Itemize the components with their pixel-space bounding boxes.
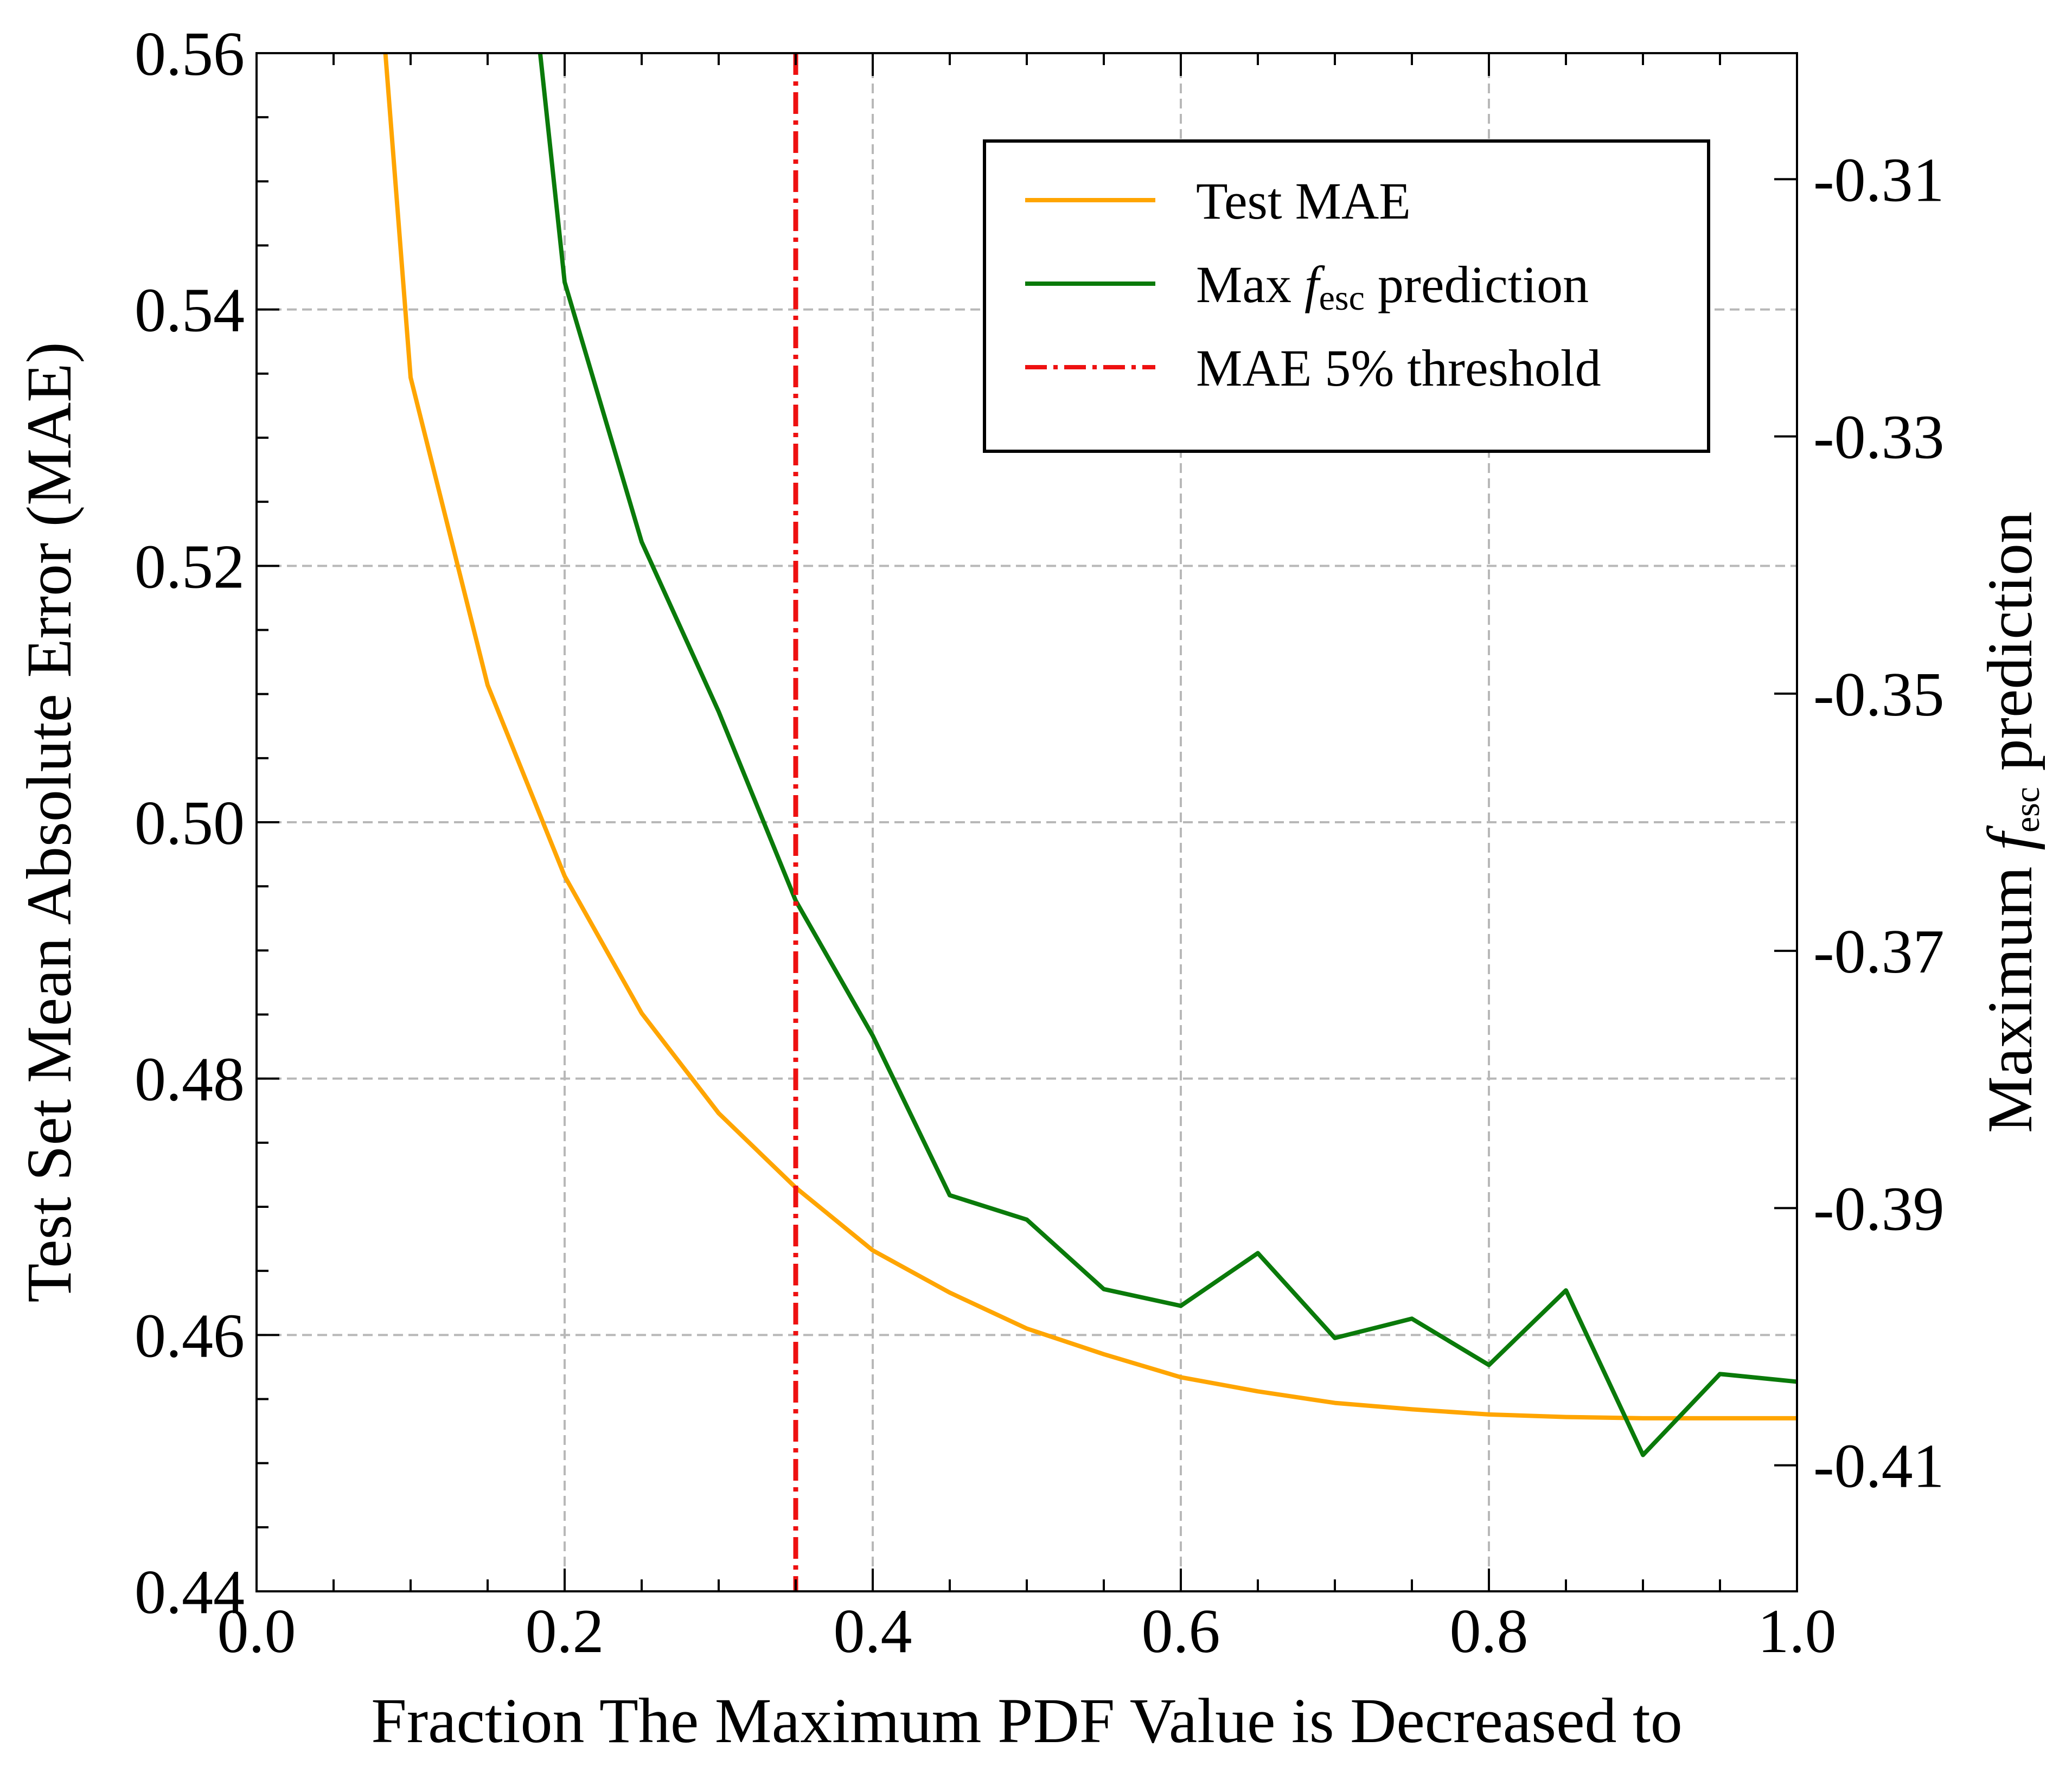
x-tick-label: 0.4 (834, 1597, 912, 1666)
y2-axis-label-part: prediction (1974, 511, 2045, 787)
x-tick-label: 1.0 (1758, 1597, 1837, 1666)
y2-tick-label: -0.37 (1813, 917, 1945, 987)
y2-axis-label-part: esc (2007, 787, 2047, 833)
y2-tick-label: -0.35 (1813, 660, 1945, 729)
legend-box (983, 139, 1710, 453)
y-tick-label: 0.56 (135, 20, 245, 89)
legend-label-part: prediction (1365, 255, 1589, 313)
legend: Test MAE Max fesc prediction MAE 5% thresh… (983, 139, 1710, 453)
y-tick-label: 0.50 (135, 789, 245, 858)
max-fesc-line (538, 53, 1797, 1457)
plot-lines (383, 53, 1797, 1591)
x-tick-label: 0.0 (218, 1597, 296, 1666)
x-tick-label: 0.6 (1142, 1597, 1220, 1666)
y2-axis-label: Maximum fesc prediction (1974, 511, 2047, 1133)
y-tick-label: 0.48 (135, 1045, 245, 1115)
x-axis-label: Fraction The Maximum PDF Value is Decrea… (371, 1685, 1683, 1756)
y2-tick-label: -0.39 (1813, 1174, 1945, 1244)
y-tick-label: 0.54 (135, 276, 245, 345)
legend-label-subscript: esc (1319, 278, 1365, 318)
y2-tick-label: -0.31 (1813, 145, 1945, 215)
y-tick-label: 0.52 (135, 532, 245, 601)
legend-label: Max fesc prediction (1196, 255, 1589, 318)
x-tick-label: 0.8 (1450, 1597, 1529, 1666)
y2-axis-label-part: Maximum (1974, 850, 2045, 1133)
gridlines (257, 53, 1797, 1591)
legend-label: Test MAE (1196, 172, 1411, 230)
test-mae-line (383, 53, 1797, 1420)
legend-label: MAE 5% threshold (1196, 339, 1601, 397)
y2-tick-label: -0.33 (1813, 403, 1945, 472)
y2-tick-label: -0.41 (1813, 1432, 1945, 1501)
y-tick-label: 0.44 (135, 1558, 245, 1627)
tick-labels: 0.0 0.2 0.4 0.6 0.8 1.0 0.44 0.46 0.48 0.50 0.52 0.… (135, 20, 1945, 1666)
tick-marks (255, 52, 1798, 1592)
plot-area (383, 53, 1797, 1591)
legend-label-part: Max (1196, 255, 1304, 313)
x-tick-label: 0.2 (526, 1597, 604, 1666)
y-tick-label: 0.46 (135, 1301, 245, 1371)
y-axis-label: Test Set Mean Absolute Error (MAE) (14, 342, 85, 1302)
